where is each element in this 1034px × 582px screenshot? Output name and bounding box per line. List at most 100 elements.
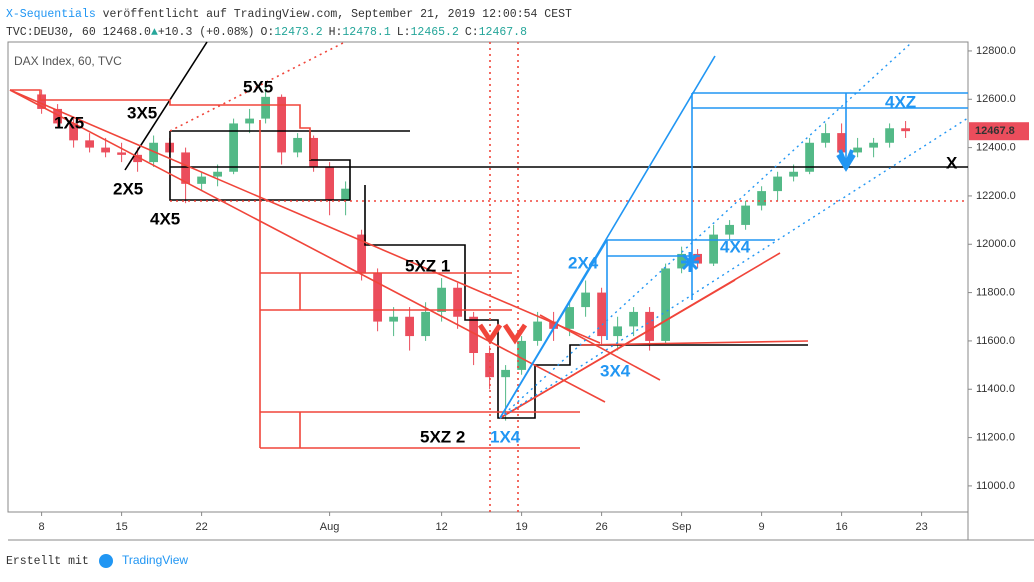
candle-body	[869, 142, 878, 148]
candle-body	[613, 326, 622, 337]
candle-body	[821, 133, 830, 143]
setup-box	[10, 89, 311, 160]
brand-logo	[99, 554, 113, 568]
candle-body	[581, 292, 590, 308]
symbol: TVC:DEU30, 60	[6, 26, 96, 39]
publisher: X-Sequentials	[6, 8, 96, 21]
candle-body	[885, 128, 894, 143]
x-tick-label: 15	[115, 521, 127, 533]
x-tick-label: 8	[39, 521, 45, 533]
header-line-1: X-Sequentials veröffentlicht auf Trading…	[6, 8, 572, 21]
trend-line	[9, 89, 606, 403]
candle-body	[197, 176, 206, 184]
annotation: X	[946, 153, 958, 172]
candle-body	[901, 128, 910, 132]
candle-body	[389, 316, 398, 322]
annotations: 1X5 3X5 5X5 2X5 4X5 5XZ 1 5XZ 2 1X4 2X4 3X4 4X4 4XZ…	[54, 77, 958, 446]
candle-body	[133, 154, 142, 163]
y-tick-label: 11600.0	[976, 335, 1015, 347]
y-tick-label: 11000.0	[976, 480, 1015, 492]
candle-body	[789, 171, 798, 177]
change-arrow: ▲	[151, 26, 158, 39]
annotation: 5X5	[243, 77, 273, 96]
candle-body	[373, 273, 382, 322]
annotation: 3X4	[600, 361, 631, 380]
candle-body	[325, 166, 334, 201]
candle-body	[693, 253, 702, 264]
x-tick-label: 23	[915, 521, 927, 533]
candle-body	[853, 147, 862, 153]
y-tick-label: 11200.0	[976, 431, 1015, 443]
candle-body	[181, 152, 190, 184]
x-tick-label: 12	[435, 521, 447, 533]
candle-body	[69, 123, 78, 141]
candle-body	[309, 137, 318, 167]
channel-line	[499, 43, 911, 419]
setup-box	[364, 185, 808, 419]
annotation: 5XZ 1	[405, 256, 450, 275]
candle-body	[837, 133, 846, 153]
ohlc-label: L:	[397, 26, 411, 39]
annotation: 4X5	[150, 209, 180, 228]
candle-body	[533, 321, 542, 341]
y-tick-label: 12200.0	[976, 190, 1016, 202]
candle-body	[629, 311, 638, 327]
footer-made-with: Erstellt mit	[6, 555, 89, 568]
candle-body	[549, 321, 558, 329]
trend-line	[539, 314, 661, 381]
change: +10.3 (+0.08%)	[158, 26, 255, 39]
ohlc-label: H:	[329, 26, 343, 39]
candle-body	[469, 316, 478, 353]
candle-body	[37, 94, 46, 109]
candle-body	[421, 311, 430, 337]
candle-body	[709, 234, 718, 264]
candle-body	[101, 147, 110, 153]
drawings	[9, 41, 969, 512]
candle-body	[485, 352, 494, 378]
header-line-2: TVC:DEU30, 60 12468.0▲+10.3 (+0.08%) O:12…	[6, 26, 527, 39]
candle-body	[725, 224, 734, 235]
candle-body	[773, 176, 782, 192]
trend-line	[499, 239, 608, 419]
last: 12468.0	[103, 26, 151, 39]
ohlc-value: 12473.2	[274, 26, 322, 39]
candle-body	[805, 142, 814, 172]
x-tick-label: Aug	[320, 521, 340, 533]
candle-body	[53, 108, 62, 124]
candle-body	[757, 191, 766, 206]
ohlc: O:12473.2 H:12478.1 L:12465.2 C:12467.8	[260, 26, 527, 39]
annotation: 2X5	[113, 179, 143, 198]
candle-body	[229, 123, 238, 172]
x-tick-label: 19	[515, 521, 527, 533]
signal-arrow	[836, 149, 856, 172]
x-tick-label: 9	[759, 521, 765, 533]
x-tick-label: Sep	[672, 521, 692, 533]
level-line	[579, 340, 809, 346]
candle-body	[213, 171, 222, 177]
candle-body	[357, 234, 366, 274]
ohlc-value: 12465.2	[411, 26, 459, 39]
candle-body	[293, 137, 302, 153]
last-price-badge	[969, 122, 1029, 141]
annotation: 5XZ 2	[420, 427, 465, 446]
trend-line	[124, 41, 208, 171]
candle-body	[661, 268, 670, 341]
annotation: 3X5	[127, 103, 157, 122]
channel-line	[499, 117, 969, 419]
y-tick-label: 12400.0	[976, 142, 1016, 154]
signal-star	[681, 252, 699, 272]
candle-body	[437, 287, 446, 312]
annotation: 4X4	[720, 237, 751, 256]
x-tick-label: 22	[195, 521, 207, 533]
candle-body	[261, 96, 270, 119]
x-tick-label: 26	[595, 521, 607, 533]
annotation: 2X4	[568, 253, 599, 272]
y-tick-label: 12600.0	[976, 93, 1016, 105]
ohlc-value: 12478.1	[342, 26, 390, 39]
signal-arrow	[477, 323, 528, 345]
candle-body	[741, 205, 750, 225]
annotation: 1X5	[54, 113, 84, 132]
candle-body	[277, 96, 286, 153]
annotation: 4XZ	[885, 92, 916, 111]
